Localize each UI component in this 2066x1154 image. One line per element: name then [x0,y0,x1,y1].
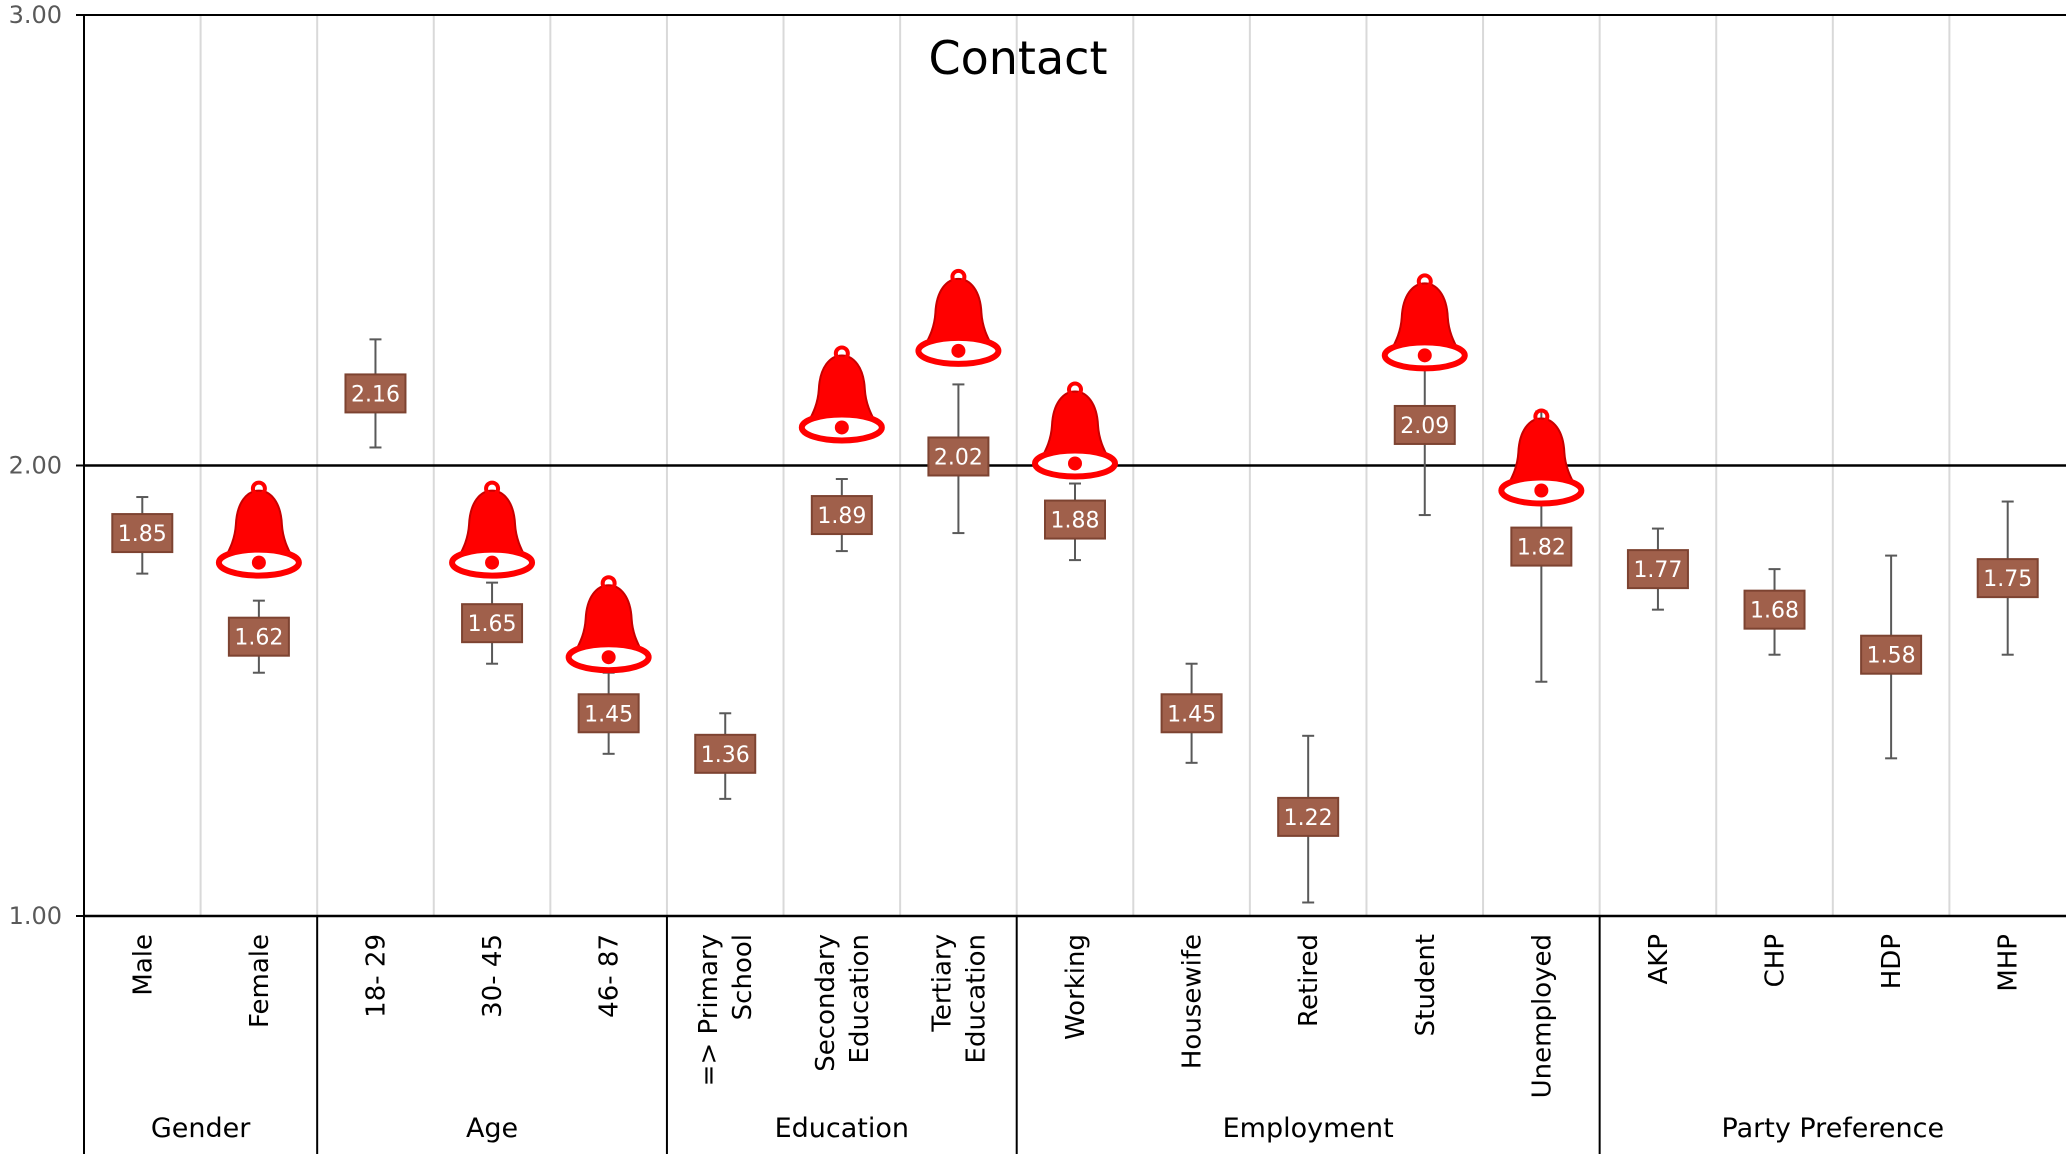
bell-clapper [485,555,500,570]
bell-loop [250,480,267,497]
category-label: AKP [1644,934,1674,985]
bell-clapper [601,650,616,665]
value-box [1510,526,1573,567]
marks-layer: 1.85 1.62 2.16 1.65 1.45 1.36 1.89 2.02 1.88 1.45… [111,338,2039,904]
value-box [344,373,407,414]
bell-loop [950,268,967,285]
data-label: 1.62 [234,626,283,651]
data-label: 2.02 [934,445,983,470]
y-tick-label: 1.00 [9,902,62,930]
group-label: Employment [1223,1113,1394,1144]
bell-body [1037,390,1113,465]
bell-loop [600,575,617,592]
bell-loop [484,480,501,497]
bell-loop [833,345,850,362]
category-label: Education [845,934,875,1063]
value-box [1626,549,1689,590]
value-box [1976,558,2039,599]
bell-icon [798,345,885,444]
bell-clapper [951,343,966,358]
bell-body [221,489,297,564]
category-label: Retired [1294,934,1324,1027]
bell-clapper [251,555,266,570]
data-label: 2.16 [351,382,400,407]
category-label: Education [961,934,991,1063]
value-box [1044,499,1106,540]
data-label: 1.36 [701,743,750,768]
bell-clapper [1417,348,1432,363]
category-label: CHP [1761,934,1791,987]
bell-icon [1498,408,1585,507]
data-label: 1.85 [118,522,167,547]
value-box [577,693,640,734]
bell-icon [1381,273,1468,372]
bell-loop [1416,273,1433,290]
category-label: 46- 87 [595,934,625,1018]
data-label: 1.45 [584,702,633,727]
category-label: Housewife [1178,934,1208,1069]
category-label: => Primary [694,934,724,1086]
category-label: 18- 29 [361,934,391,1018]
y-tick-label: 2.00 [9,452,62,480]
data-label: 2.09 [1400,414,1449,439]
category-label: HDP [1877,934,1907,989]
group-label: Education [775,1113,909,1144]
y-tick-label: 3.00 [9,1,62,29]
bell-clapper [1068,456,1082,471]
bell-body [920,277,997,352]
bell-icon [1032,381,1118,480]
bell-icon [449,480,536,579]
data-label: 1.75 [1983,567,2032,592]
bell-body [1503,417,1579,492]
value-box [1277,796,1340,837]
data-label: 1.22 [1284,806,1333,831]
bell-icon [915,268,1002,367]
data-label: 1.58 [1867,644,1916,669]
bell-icon [565,575,652,674]
category-label: 30- 45 [478,934,508,1018]
bell-loop [1533,408,1550,425]
category-label: Female [245,934,275,1028]
data-label: 1.88 [1051,509,1100,534]
bell-body [1387,282,1463,357]
value-box [461,603,524,644]
group-label: Gender [151,1113,251,1144]
group-label: Age [466,1113,518,1144]
data-label: 1.89 [817,504,866,529]
category-label: Tertiary [927,934,957,1033]
data-label: 1.82 [1517,536,1566,561]
category-label: Working [1061,934,1091,1040]
group-label: Party Preference [1722,1113,1945,1144]
bell-body [454,489,530,564]
data-label: 1.68 [1750,599,1799,624]
value-box [111,513,174,554]
bell-icon [215,480,302,579]
bells-layer [215,268,1585,674]
bell-body [571,584,647,659]
category-label: Secondary [811,934,841,1072]
value-box [227,616,290,657]
bell-body [804,354,880,429]
bell-clapper [834,420,849,435]
value-box [1160,693,1223,734]
value-box [1743,589,1806,630]
data-label: 1.45 [1167,702,1216,727]
value-box [694,733,757,774]
category-label: Male [128,934,158,996]
value-box [1393,404,1456,445]
value-box [927,436,990,477]
category-label: School [728,934,758,1020]
data-label: 1.65 [468,612,517,637]
value-box [810,495,873,536]
bell-loop [1067,381,1083,398]
value-box [1860,634,1923,675]
bell-clapper [1534,483,1549,498]
category-label: MHP [1994,934,2024,992]
chart-title: Contact [929,31,1108,85]
data-label: 1.77 [1633,558,1682,583]
category-label: Unemployed [1527,934,1557,1098]
category-label: Student [1411,934,1441,1036]
